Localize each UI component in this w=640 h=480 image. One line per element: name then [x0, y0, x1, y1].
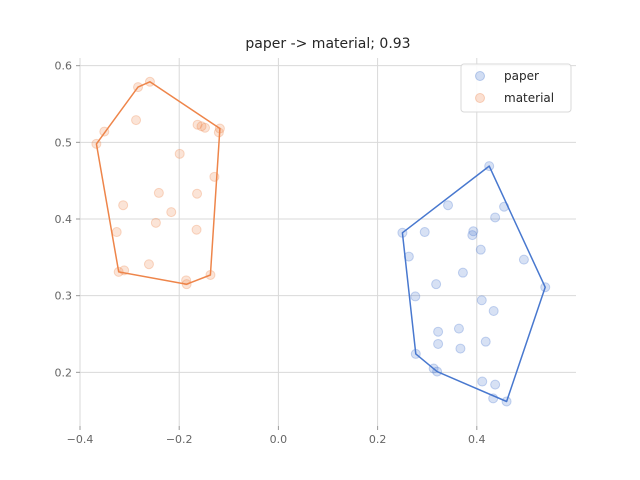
- point-paper: [410, 348, 421, 359]
- point-paper: [488, 393, 499, 404]
- point-paper: [433, 326, 444, 337]
- x-axis-ticks: −0.4 −0.2 0.0 0.2 0.4: [67, 426, 486, 446]
- point-material: [213, 127, 224, 138]
- point-material: [181, 275, 192, 286]
- legend-marker-material: [475, 93, 485, 103]
- point-material: [181, 279, 192, 290]
- point-paper: [397, 227, 408, 238]
- legend-marker-paper: [475, 71, 485, 81]
- point-paper: [499, 201, 510, 212]
- chart-title: paper -> material; 0.93: [245, 36, 410, 52]
- point-material: [113, 266, 124, 277]
- point-paper: [432, 366, 443, 377]
- y-tick-label: 0.4: [55, 213, 73, 226]
- point-material: [144, 76, 155, 87]
- point-paper: [419, 227, 430, 238]
- x-tick-label: −0.4: [67, 433, 94, 446]
- legend-label-paper: paper: [504, 69, 539, 83]
- legend-box: [460, 63, 572, 113]
- point-material: [150, 217, 161, 228]
- hull-paper: [401, 165, 546, 403]
- point-paper: [475, 244, 486, 255]
- point-paper: [428, 363, 439, 374]
- point-material: [192, 119, 203, 130]
- legend: paper material: [460, 63, 572, 113]
- point-material: [131, 115, 142, 126]
- point-material: [118, 200, 129, 211]
- x-tick-label: 0.4: [468, 433, 486, 446]
- y-tick-label: 0.6: [55, 60, 73, 73]
- x-tick-label: 0.2: [369, 433, 387, 446]
- point-paper: [468, 226, 479, 237]
- x-tick-label: 0.0: [270, 433, 288, 446]
- legend-label-material: material: [504, 91, 554, 105]
- point-material: [205, 269, 216, 280]
- point-material: [99, 126, 110, 137]
- point-material: [153, 187, 164, 198]
- point-material: [119, 265, 130, 276]
- x-tick-label: −0.2: [166, 433, 193, 446]
- point-paper: [467, 230, 478, 241]
- point-paper: [431, 279, 442, 290]
- point-paper: [457, 267, 468, 278]
- point-paper: [490, 212, 501, 223]
- grid-lines: [79, 58, 576, 426]
- point-material: [192, 188, 203, 199]
- point-paper: [490, 379, 501, 390]
- point-material: [196, 121, 207, 132]
- point-material: [111, 227, 122, 238]
- point-paper: [476, 295, 487, 306]
- hull-material: [95, 81, 221, 285]
- point-paper: [455, 343, 466, 354]
- point-paper: [443, 200, 454, 211]
- point-material: [199, 122, 210, 133]
- point-paper: [477, 376, 488, 387]
- point-material: [133, 82, 144, 93]
- point-material: [209, 171, 220, 182]
- point-material: [143, 259, 154, 270]
- y-axis-ticks: 0.2 0.3 0.4 0.5 0.6: [55, 60, 80, 379]
- point-material: [91, 138, 102, 149]
- point-paper: [480, 336, 491, 347]
- point-paper: [453, 323, 464, 334]
- point-paper: [410, 291, 421, 302]
- point-paper: [501, 396, 512, 407]
- y-tick-label: 0.2: [55, 366, 73, 379]
- point-material: [214, 123, 225, 134]
- point-paper: [488, 306, 499, 316]
- hull-lines: [95, 81, 546, 403]
- point-paper: [484, 161, 495, 172]
- point-material: [191, 224, 202, 235]
- point-material: [174, 148, 185, 159]
- point-paper: [540, 282, 551, 293]
- point-paper: [403, 251, 414, 262]
- y-tick-label: 0.3: [55, 290, 73, 303]
- y-tick-label: 0.5: [55, 136, 73, 149]
- scatter-points: [91, 76, 551, 407]
- point-paper: [518, 254, 529, 265]
- point-material: [166, 207, 177, 218]
- point-paper: [433, 338, 444, 349]
